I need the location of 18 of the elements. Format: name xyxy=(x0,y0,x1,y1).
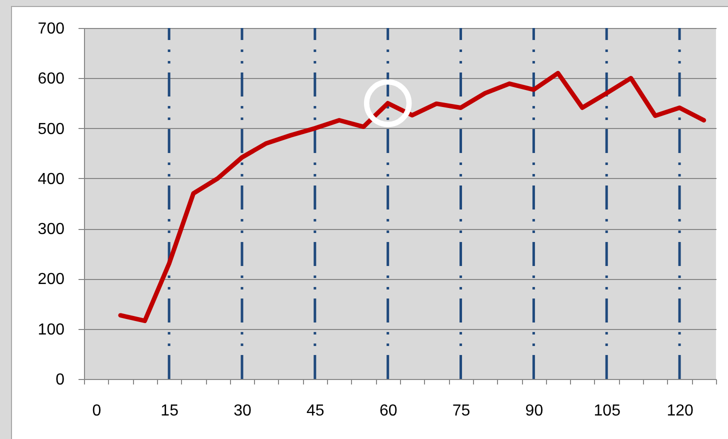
y-tick-label: 400 xyxy=(38,170,65,188)
y-tick-label: 0 xyxy=(56,372,65,388)
x-tick-label: 105 xyxy=(594,402,621,420)
y-tick-label: 100 xyxy=(38,321,65,338)
x-tick-label: 45 xyxy=(306,402,324,420)
x-tick-label: 60 xyxy=(379,402,398,420)
x-tick-label: 0 xyxy=(92,402,102,420)
line-series xyxy=(118,70,706,324)
x-tick-label: 90 xyxy=(525,402,544,420)
x-tick-label: 120 xyxy=(666,402,694,420)
x-tick-label: 15 xyxy=(160,402,179,420)
x-tick-label: 30 xyxy=(234,402,252,420)
y-tick-label: 700 xyxy=(38,20,65,38)
x-tick-label: 75 xyxy=(452,402,470,420)
y-tick-label: 600 xyxy=(38,70,65,88)
y-tick-label: 200 xyxy=(38,271,65,288)
y-tick-label: 500 xyxy=(38,120,65,138)
y-tick-label: 300 xyxy=(38,221,65,238)
